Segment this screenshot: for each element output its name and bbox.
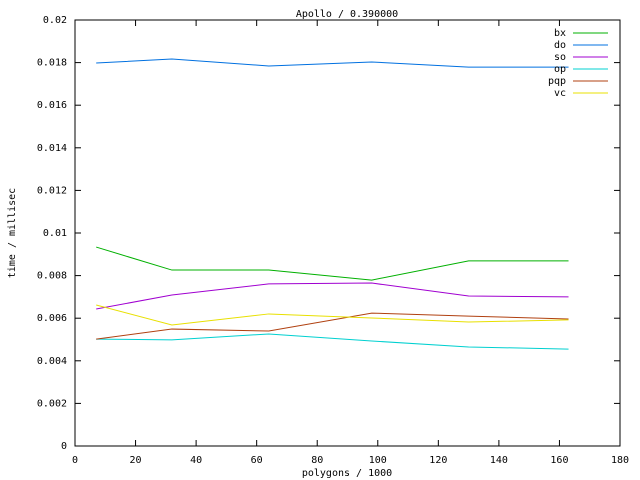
x-tick-label: 0 <box>72 455 78 466</box>
x-tick-label: 100 <box>369 455 387 466</box>
legend-label: vc <box>554 88 566 99</box>
y-tick-label: 0.018 <box>37 58 67 69</box>
y-axis-label: time / millisec <box>7 188 18 278</box>
chart-title: Apollo / 0.390000 <box>296 9 398 20</box>
series-line <box>96 58 569 68</box>
y-tick-label: 0.02 <box>43 15 67 26</box>
series-line <box>96 304 569 326</box>
legend-label: pqp <box>548 76 566 87</box>
x-tick-label: 20 <box>130 455 142 466</box>
legend-label: bx <box>554 28 566 39</box>
x-tick-label: 120 <box>429 455 447 466</box>
x-tick-label: 60 <box>251 455 263 466</box>
y-tick-label: 0.002 <box>37 398 67 409</box>
legend-label: do <box>554 40 566 51</box>
y-tick-label: 0 <box>61 441 67 452</box>
y-tick-label: 0.016 <box>37 100 67 111</box>
x-tick-label: 160 <box>550 455 568 466</box>
y-tick-label: 0.008 <box>37 271 67 282</box>
x-tick-label: 80 <box>311 455 323 466</box>
x-tick-label: 40 <box>190 455 202 466</box>
y-tick-label: 0.004 <box>37 356 67 367</box>
series-line <box>96 246 569 281</box>
legend-label: op <box>554 64 566 75</box>
y-tick-label: 0.006 <box>37 313 67 324</box>
series-line <box>96 312 569 340</box>
x-axis-label: polygons / 1000 <box>302 468 392 479</box>
y-tick-label: 0.014 <box>37 143 67 154</box>
y-tick-label: 0.012 <box>37 185 67 196</box>
x-tick-label: 180 <box>611 455 629 466</box>
series-line <box>96 282 569 310</box>
legend-label: so <box>554 52 566 63</box>
series-line <box>96 333 569 350</box>
x-tick-label: 140 <box>490 455 508 466</box>
y-tick-label: 0.01 <box>43 228 67 239</box>
